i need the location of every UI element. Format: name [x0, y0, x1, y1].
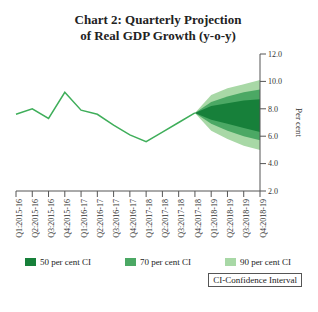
svg-text:10.0: 10.0: [268, 77, 282, 86]
svg-text:2.0: 2.0: [268, 187, 278, 196]
svg-text:Q3:2016-17: Q3:2016-17: [112, 199, 121, 238]
svg-text:4.0: 4.0: [268, 159, 278, 168]
html-text:90 per cent CI: 90 per cent CI: [239, 257, 292, 267]
svg-text:Q2:2015-16: Q2:2015-16: [31, 199, 40, 238]
svg-text:8.0: 8.0: [268, 105, 278, 114]
svg-text:Q4:2015-16: Q4:2015-16: [63, 199, 72, 238]
svg-text:Q3:2017-18: Q3:2017-18: [177, 199, 186, 238]
html-text:Chart 2: Quarterly Projection: Chart 2: Quarterly Projection of Real GD…: [74, 12, 242, 43]
svg-text:Q2:2017-18: Q2:2017-18: [161, 199, 170, 238]
svg-text:6.0: 6.0: [268, 132, 278, 141]
svg-text:Q1:2016-17: Q1:2016-17: [80, 199, 89, 238]
svg-text:Q4:2018-19: Q4:2018-19: [259, 199, 268, 238]
svg-text:Q4:2016-17: Q4:2016-17: [129, 199, 138, 238]
svg-text:Q1:2017-18: Q1:2017-18: [145, 199, 154, 238]
html-text:70 per cent CI: 70 per cent CI: [139, 257, 192, 267]
svg-text:Per cent: Per cent: [294, 108, 304, 138]
svg-text:Q4:2017-18: Q4:2017-18: [194, 199, 203, 238]
svg-text:Q3:2015-16: Q3:2015-16: [47, 199, 56, 238]
html-text:50 per cent CI: 50 per cent CI: [39, 257, 92, 267]
svg-text:Q3:2018-19: Q3:2018-19: [242, 199, 251, 238]
svg-text:Q2:2018-19: Q2:2018-19: [226, 199, 235, 238]
html-text:CI-Confidence Interval: CI-Confidence Interval: [213, 275, 297, 285]
svg-text:Q2:2016-17: Q2:2016-17: [96, 199, 105, 238]
svg-text:Q1:2015-16: Q1:2015-16: [15, 199, 24, 238]
svg-text:Q1:2018-19: Q1:2018-19: [210, 199, 219, 238]
svg-text:12.0: 12.0: [268, 50, 282, 59]
